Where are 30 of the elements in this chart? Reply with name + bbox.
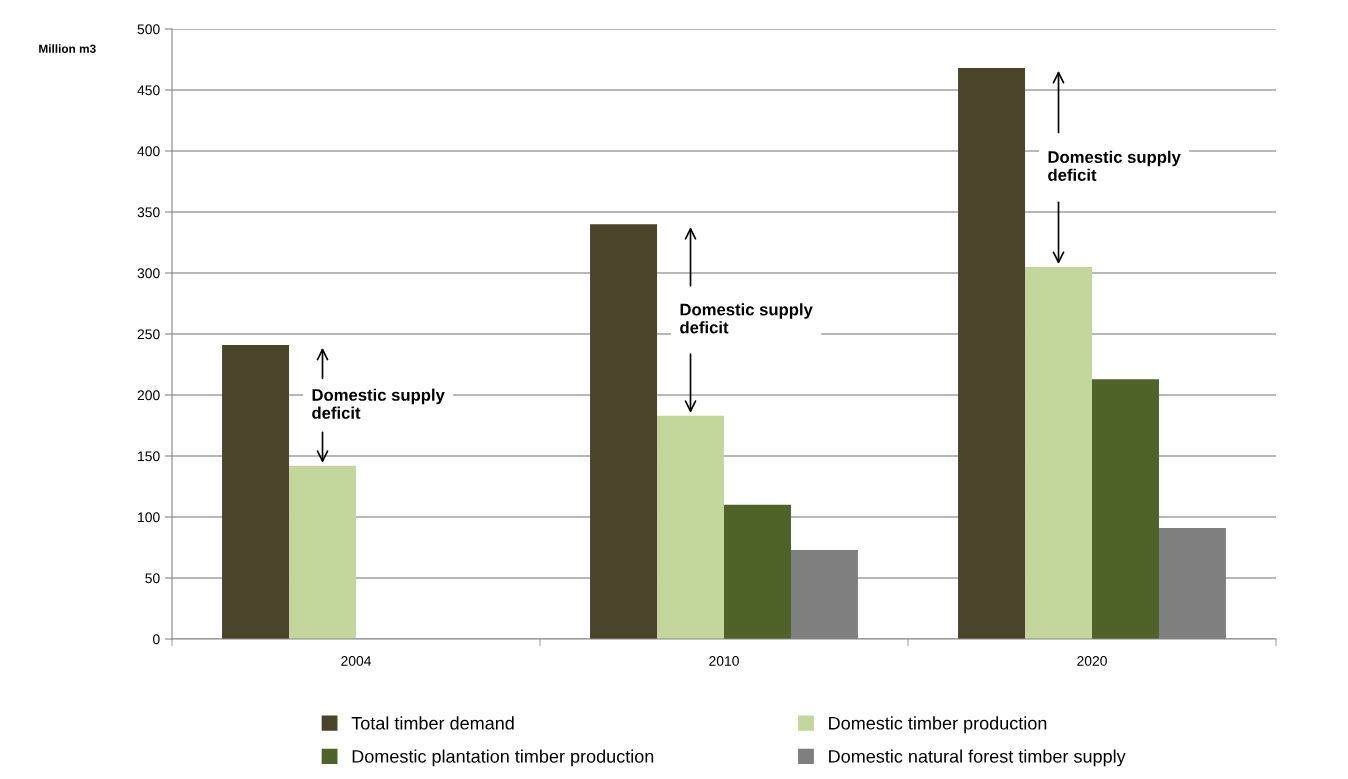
bar	[289, 465, 356, 639]
bar	[590, 224, 658, 639]
bar	[1025, 266, 1092, 639]
x-tick-label: 2020	[1077, 656, 1107, 666]
bar	[222, 344, 290, 639]
bar	[1092, 379, 1159, 639]
y-tick-label: 150	[138, 451, 160, 462]
y-tick-label: 200	[137, 390, 160, 401]
legend-label: Total timber demand	[351, 716, 514, 730]
annotation: Domestic supply deficit	[680, 303, 813, 334]
y-tick-label: 450	[137, 85, 160, 96]
bar	[724, 504, 791, 639]
y-tick-label: 400	[137, 146, 160, 157]
y-tick-label: 350	[137, 207, 160, 218]
y-tick-label: 250	[137, 329, 160, 340]
x-tick-label: 2004	[341, 656, 372, 666]
y-tick-label: 0	[153, 634, 160, 645]
bar	[657, 415, 724, 639]
legend-label: Domestic timber production	[829, 716, 1047, 734]
x-tick-label: 2010	[709, 656, 739, 666]
y-tick-label: 300	[137, 268, 160, 279]
annotation: Domestic supply deficit	[1048, 150, 1181, 181]
y-tick-label: 100	[138, 512, 160, 523]
y-axis-title: Million m3	[39, 44, 96, 53]
legend-label: Domestic natural forest timber supply	[829, 749, 1126, 767]
legend-label: Domestic plantation timber production	[352, 749, 654, 767]
y-tick-label: 50	[145, 573, 160, 584]
bar	[958, 68, 1026, 639]
annotation: Domestic supply deficit	[312, 388, 445, 419]
y-tick-label: 500	[137, 24, 160, 35]
